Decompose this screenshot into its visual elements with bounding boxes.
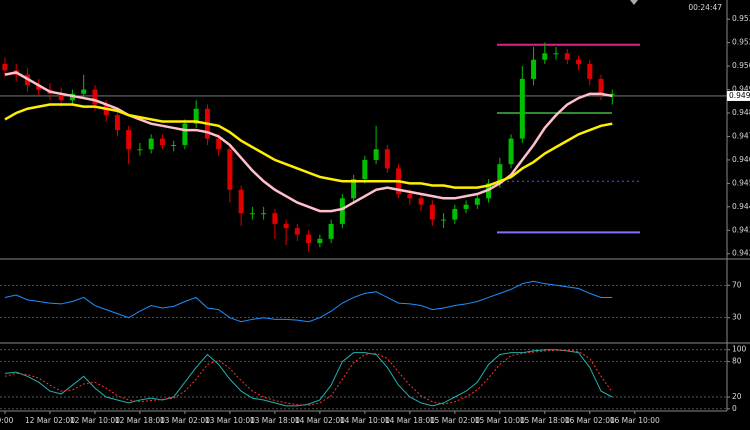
candle-body (598, 78, 604, 94)
y-tick-label: 0.9531 (732, 14, 750, 23)
candle-body (407, 194, 413, 199)
candle-body (531, 59, 537, 79)
candle-body (227, 149, 233, 190)
candle-body (92, 89, 98, 105)
candle-body (137, 149, 143, 151)
candle-body (249, 213, 255, 215)
candle-body (576, 59, 582, 64)
indicator-line (4, 280, 613, 323)
candle-body (587, 63, 593, 79)
y-tick-label: 0.9487 (732, 108, 750, 117)
candle-body (306, 234, 312, 244)
x-tick-label: 15 Mar 02:00 (430, 416, 480, 425)
candle-body (351, 179, 357, 199)
candle-body (126, 130, 132, 150)
candle-body (182, 123, 188, 145)
x-tick-label: 12 Mar 10:00 (70, 416, 120, 425)
candle-body (362, 159, 368, 180)
candle-body (171, 144, 177, 146)
x-tick-label: 13 Mar 02:00 (160, 416, 210, 425)
y-tick-label: 0.9520 (732, 38, 750, 47)
indicator-line (4, 349, 613, 406)
y-tick-label: 0.9509 (732, 61, 750, 70)
y-tick-label: 0.9465 (732, 155, 750, 164)
candle-body (193, 108, 199, 124)
x-tick-label: 14 Mar 02:00 (295, 416, 345, 425)
candle-body (564, 53, 570, 60)
candle-body (553, 53, 559, 55)
candle-body (261, 213, 267, 215)
candle-body (497, 164, 503, 184)
last-price-box (727, 90, 750, 101)
x-tick-label: 13 Mar 18:00 (250, 416, 300, 425)
candle-body (542, 53, 548, 60)
x-tick-label: 12 Mar 02:00 (25, 416, 75, 425)
x-tick-label: 16 Mar 10:00 (610, 416, 660, 425)
candle-body (384, 149, 390, 169)
x-tick-label: 12 Mar 18:00 (115, 416, 165, 425)
candle-body (474, 198, 480, 205)
candle-body (609, 93, 615, 95)
candle-body (429, 204, 435, 220)
y-tick-label: 0.9421 (732, 249, 750, 258)
candle-body (441, 219, 447, 221)
clock: 00:24:47 (688, 3, 722, 12)
candle-body (373, 149, 379, 160)
candle-body (114, 115, 120, 131)
x-tick-label: 15 Mar 18:00 (520, 416, 570, 425)
y-tick-label: 100 (732, 345, 747, 354)
y-tick-label: 30 (732, 313, 742, 322)
x-tick-label: 9:00 (0, 416, 14, 425)
y-tick-label: 0.9498 (732, 85, 750, 94)
last-price-label: 0.9495 (729, 91, 750, 100)
indicator-line (4, 71, 613, 213)
candle-body (238, 189, 244, 214)
candle-body (58, 93, 64, 101)
y-tick-label: 80 (732, 357, 742, 366)
x-tick-label: 13 Mar 10:00 (205, 416, 255, 425)
x-tick-label: 15 Mar 10:00 (475, 416, 525, 425)
candle-body (283, 223, 289, 229)
y-tick-label: 0 (732, 404, 737, 413)
y-tick-label: 70 (732, 280, 742, 289)
candle-body (294, 228, 300, 235)
y-tick-label: 20 (732, 392, 742, 401)
candle-body (148, 138, 154, 150)
candle-body (36, 85, 42, 90)
candle-body (339, 198, 345, 224)
candle-body (328, 223, 334, 239)
x-tick-label: 16 Mar 02:00 (565, 416, 615, 425)
candle-body (463, 204, 469, 209)
candle-body (2, 63, 8, 71)
indicator-line (4, 349, 613, 407)
candle-body (452, 208, 458, 220)
candle-body (272, 213, 278, 224)
x-tick-label: 14 Mar 18:00 (385, 416, 435, 425)
y-tick-label: 0.9443 (732, 202, 750, 211)
y-tick-label: 0.9454 (732, 178, 750, 187)
candle-body (519, 78, 525, 139)
candle-body (418, 198, 424, 205)
candle-body (216, 138, 222, 150)
candle-body (81, 89, 87, 94)
candle-body (317, 238, 323, 244)
shift-marker (630, 0, 638, 5)
candle-body (159, 138, 165, 145)
candle-body (508, 138, 514, 165)
indicator-line (4, 103, 613, 189)
y-tick-label: 0.9476 (732, 131, 750, 140)
y-tick-label: 0.9432 (732, 225, 750, 234)
x-tick-label: 14 Mar 10:00 (340, 416, 390, 425)
